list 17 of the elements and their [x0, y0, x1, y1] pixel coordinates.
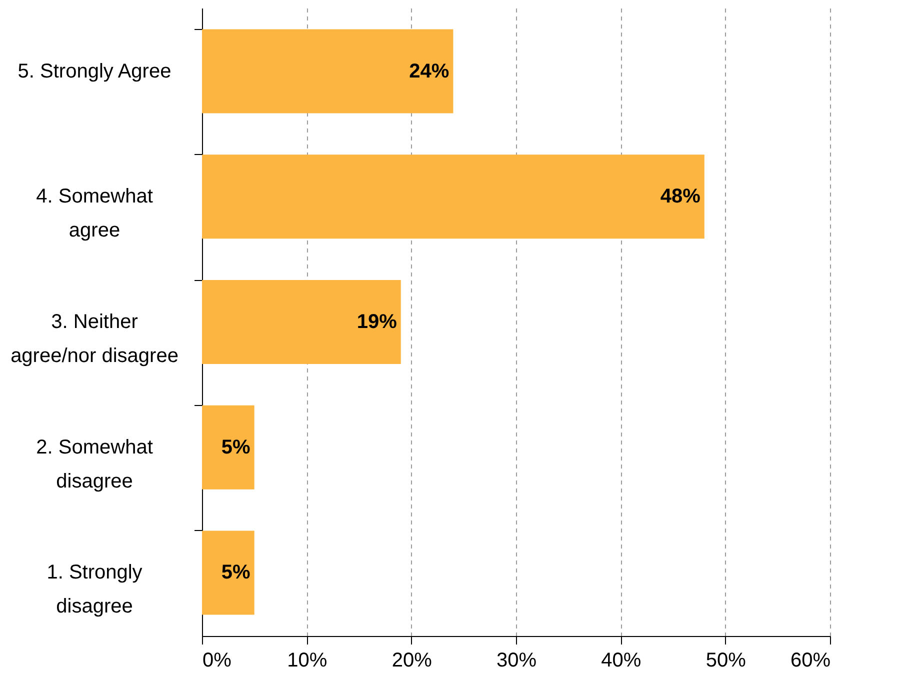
x-tick-label: 10%: [287, 650, 328, 672]
data-label: 48%: [660, 186, 701, 208]
x-tick-label: 30%: [496, 650, 537, 672]
y-tick-label: 1. Strongly disagree: [46, 562, 142, 618]
y-tick-label: 4. Somewhat agree: [36, 186, 154, 242]
y-tick-label: 3. Neither agree/nor disagree: [10, 311, 178, 367]
x-tick-label: 0%: [202, 650, 232, 672]
y-tick-label: 5. Strongly Agree: [18, 60, 172, 82]
data-label: 24%: [409, 60, 450, 82]
x-tick-label: 60%: [790, 650, 831, 672]
x-tick-label: 40%: [601, 650, 642, 672]
x-tick-label: 20%: [392, 650, 432, 672]
y-tick-label: 2. Somewhat disagree: [36, 436, 154, 492]
data-label: 5%: [221, 562, 251, 584]
x-tick-label: 50%: [706, 650, 746, 672]
data-label: 5%: [221, 436, 251, 458]
data-label: 19%: [356, 311, 398, 333]
